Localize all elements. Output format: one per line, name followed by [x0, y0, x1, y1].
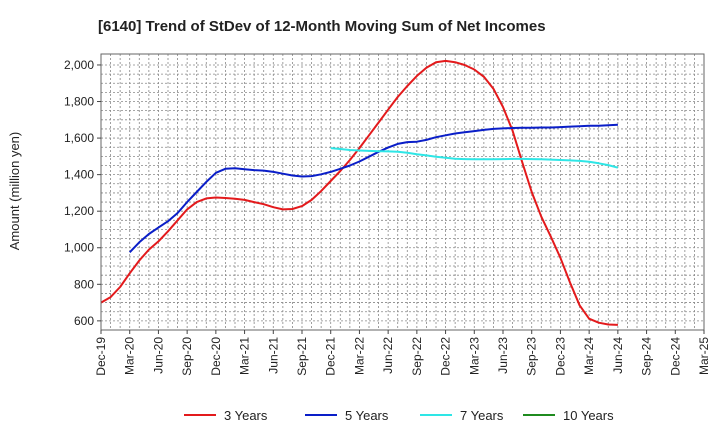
- x-tick-label: Mar-22: [352, 337, 366, 375]
- x-tick-label: Mar-24: [582, 337, 596, 375]
- x-tick-label: Jun-20: [151, 337, 165, 374]
- x-tick-label: Dec-22: [439, 337, 453, 376]
- y-axis-label: Amount (million yen): [7, 132, 22, 251]
- y-tick-label: 1,800: [64, 95, 94, 109]
- x-tick-label: Jun-21: [266, 337, 280, 374]
- legend-label: 5 Years: [345, 408, 389, 423]
- y-tick-label: 800: [74, 277, 94, 291]
- y-tick-label: 1,000: [64, 241, 94, 255]
- y-tick-label: 2,000: [64, 58, 94, 72]
- legend-label: 7 Years: [460, 408, 504, 423]
- x-tick-label: Dec-20: [209, 337, 223, 376]
- x-tick-label: Dec-21: [324, 337, 338, 376]
- x-tick-label: Mar-21: [238, 337, 252, 375]
- x-tick-label: Jun-23: [496, 337, 510, 374]
- x-tick-label: Dec-24: [668, 337, 682, 376]
- x-tick-label: Sep-22: [410, 337, 424, 376]
- x-tick-label: Jun-24: [611, 337, 625, 374]
- legend-label: 10 Years: [563, 408, 614, 423]
- x-tick-label: Sep-23: [525, 337, 539, 376]
- x-tick-label: Jun-22: [381, 337, 395, 374]
- series-lines: [100, 59, 619, 326]
- legend-label: 3 Years: [224, 408, 268, 423]
- series-line-5-years: [128, 123, 618, 253]
- y-tick-label: 1,600: [64, 131, 94, 145]
- x-tick-label: Dec-23: [553, 337, 567, 376]
- grid: [100, 54, 705, 330]
- plot-frame: [100, 53, 705, 331]
- legend: 3 Years 5 Years 7 Years 10 Years: [184, 408, 614, 423]
- x-axis: Dec-19 Mar-20 Jun-20 Sep-20 Dec-20 Mar-21 Jun-…: [94, 330, 711, 376]
- series-line-3-years: [100, 59, 618, 326]
- y-tick-label: 1,400: [64, 168, 94, 182]
- x-tick-label: Mar-23: [467, 337, 481, 375]
- x-tick-label: Mar-20: [123, 337, 137, 375]
- x-tick-label: Dec-19: [94, 337, 108, 376]
- y-tick-label: 600: [74, 314, 94, 328]
- y-axis: 600 800 1,000 1,200 1,400 1,600 1,800 2,000: [64, 58, 101, 328]
- y-tick-label: 1,200: [64, 204, 94, 218]
- x-tick-label: Sep-24: [640, 337, 654, 376]
- chart-title: [6140] Trend of StDev of 12-Month Moving…: [98, 18, 546, 35]
- series-line-7-years: [330, 147, 619, 169]
- x-tick-label: Sep-20: [180, 337, 194, 376]
- x-tick-label: Mar-25: [697, 337, 711, 375]
- x-tick-label: Sep-21: [295, 337, 309, 376]
